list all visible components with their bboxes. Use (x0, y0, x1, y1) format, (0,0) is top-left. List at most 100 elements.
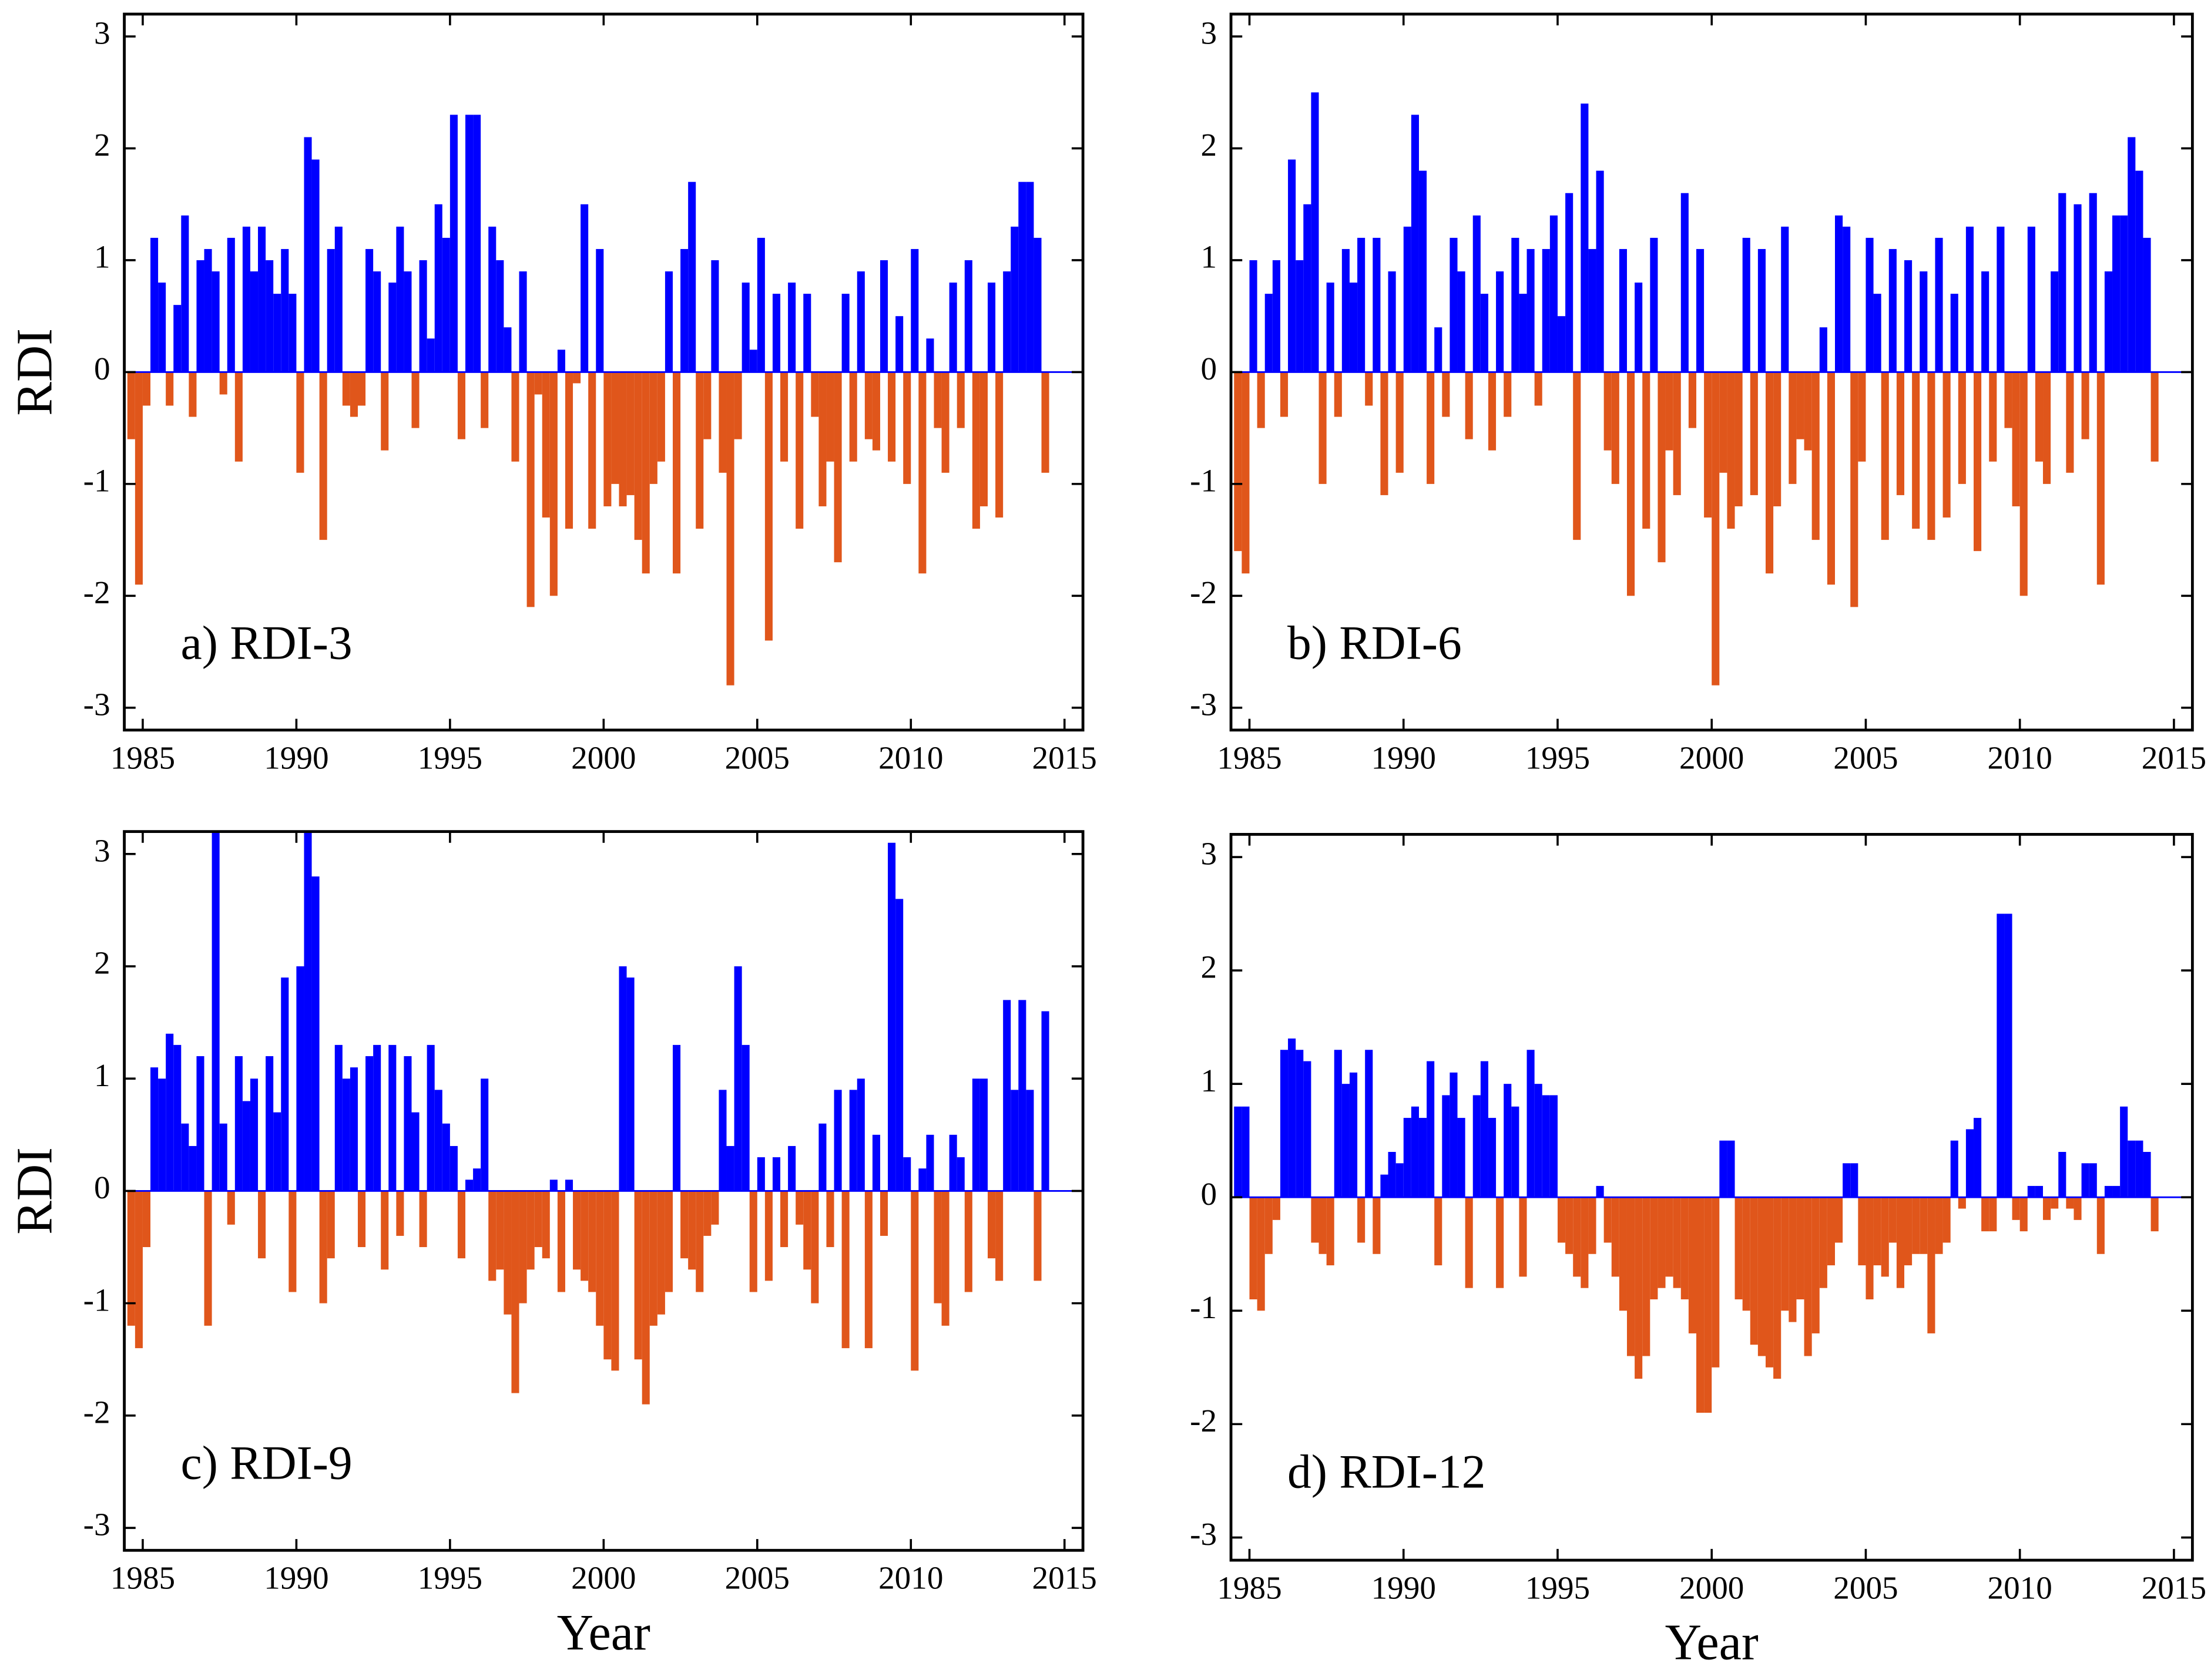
bar (703, 372, 712, 439)
bar (1041, 372, 1049, 473)
plot-area (124, 115, 1083, 686)
bar (1318, 372, 1327, 484)
bar (2058, 1152, 2066, 1198)
bar (158, 283, 166, 372)
bar (258, 226, 266, 372)
bar (749, 350, 757, 372)
bar (1850, 372, 1858, 607)
x-axis-label: Year (557, 1604, 650, 1661)
bar (711, 1191, 719, 1225)
bar (1642, 1197, 1650, 1356)
bar (488, 1191, 496, 1281)
bar (1511, 237, 1519, 372)
bar (611, 1191, 619, 1371)
bar (1727, 1140, 1735, 1198)
bar (1858, 1197, 1866, 1266)
bar (373, 271, 381, 372)
bar (442, 237, 450, 372)
bar (1411, 1106, 1419, 1198)
bar (2027, 226, 2035, 372)
bar (242, 1101, 250, 1191)
bar (1757, 248, 1766, 372)
bar (1750, 372, 1758, 495)
bar (1796, 1197, 1804, 1299)
y-tick-label: 2 (94, 127, 110, 163)
bar (657, 372, 665, 462)
bar (1619, 1197, 1627, 1311)
bar (864, 1191, 873, 1349)
bar (542, 372, 550, 518)
bar (1526, 248, 1535, 372)
bar (972, 1078, 980, 1191)
bar (404, 271, 412, 372)
bar (1349, 283, 1358, 372)
bar (626, 372, 635, 495)
bar (1658, 372, 1666, 563)
bar (1280, 1050, 1289, 1198)
bar (496, 1191, 504, 1270)
bar (2012, 1197, 2020, 1220)
bar (1603, 1197, 1612, 1243)
bar (2043, 372, 2051, 484)
x-tick-label: 2005 (1833, 740, 1898, 775)
bar (634, 372, 642, 540)
bar (250, 1078, 259, 1191)
bar (1549, 215, 1558, 372)
x-tick-label: 2000 (1679, 1570, 1744, 1605)
x-axis-label: Year (1665, 1614, 1759, 1671)
bar (1403, 226, 1411, 372)
bar (911, 1191, 919, 1371)
bar (1573, 372, 1581, 540)
bar (1488, 1118, 1497, 1198)
bar (1904, 260, 1913, 372)
bar (2150, 1197, 2159, 1232)
bar (1557, 316, 1566, 372)
bar (872, 1134, 880, 1191)
bar (1318, 1197, 1327, 1254)
bar (473, 115, 481, 372)
bar (2096, 372, 2105, 585)
bar (1765, 372, 1774, 574)
bar (1003, 271, 1011, 372)
bar (1819, 1197, 1827, 1288)
bar (1757, 1197, 1766, 1356)
bar (2027, 1185, 2035, 1198)
bar (1349, 1072, 1358, 1198)
panel-label: a) RDI-3 (181, 616, 353, 669)
bar (2120, 1106, 2128, 1198)
bar (979, 1078, 988, 1191)
bar (481, 1078, 489, 1191)
bar (2112, 1185, 2121, 1198)
bar (841, 294, 850, 372)
bar (1866, 237, 1874, 372)
bar (342, 1078, 350, 1191)
bar (818, 372, 827, 506)
bar (1665, 1197, 1673, 1277)
bar (1896, 1197, 1905, 1288)
bar (1765, 1197, 1774, 1367)
bar (2074, 204, 2082, 372)
bar (288, 1191, 297, 1292)
y-axis-label: RDI (6, 328, 62, 416)
bar (1534, 372, 1542, 406)
bar (780, 372, 789, 462)
bar (880, 260, 888, 372)
bar (1411, 115, 1419, 372)
bar (1796, 372, 1804, 439)
bar (434, 204, 442, 372)
y-tick-label: -2 (1190, 574, 1217, 610)
bar (941, 372, 950, 473)
x-tick-label: 1990 (264, 1560, 328, 1596)
bar (1496, 1197, 1504, 1288)
bar (1974, 372, 1982, 552)
bar (1619, 248, 1627, 372)
panel: -3 -2 -1 0 1 2 3 1985 1990 1995 2000 2005 2010 2015 a)… (6, 12, 1097, 775)
bar (1026, 1090, 1034, 1191)
y-tick-label: 1 (94, 239, 110, 275)
x-tick-label: 1985 (110, 740, 175, 775)
bar (1395, 372, 1404, 473)
bar (726, 1145, 734, 1191)
bar (711, 260, 719, 372)
panel-label: d) RDI-12 (1287, 1445, 1486, 1498)
y-axis-label: RDI (6, 1147, 62, 1235)
